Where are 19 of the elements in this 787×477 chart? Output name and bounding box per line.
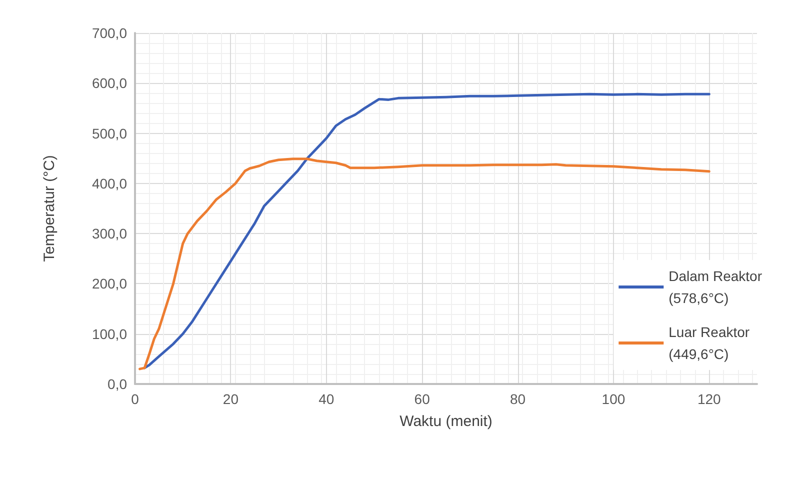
y-tick-label: 600,0 bbox=[92, 75, 128, 92]
y-tick-label: 500,0 bbox=[92, 125, 128, 142]
y-tick-label: 300,0 bbox=[92, 226, 128, 242]
y-tick-label: 0,0 bbox=[108, 376, 128, 392]
x-tick-label: 100 bbox=[602, 391, 626, 407]
legend-label: Luar Reaktor (449,6°C) bbox=[668, 324, 750, 362]
y-tick-label: 700,0 bbox=[92, 25, 128, 41]
x-tick-label: 120 bbox=[697, 391, 722, 407]
x-tick-label: 80 bbox=[510, 391, 526, 407]
x-tick-label: 60 bbox=[414, 391, 430, 407]
legend-label: Dalam Reaktor (578,6°C) bbox=[668, 268, 762, 306]
x-axis-title: Waktu (menit) bbox=[400, 413, 492, 430]
x-tick-label: 40 bbox=[318, 391, 334, 407]
y-tick-label: 400,0 bbox=[92, 175, 128, 192]
y-tick-label: 200,0 bbox=[92, 276, 128, 292]
x-tick-label: 20 bbox=[222, 391, 239, 407]
x-tick-label: 0 bbox=[131, 391, 140, 407]
y-axis-title: Temperatur (°C) bbox=[41, 155, 58, 262]
y-tick-label: 100,0 bbox=[92, 326, 128, 342]
